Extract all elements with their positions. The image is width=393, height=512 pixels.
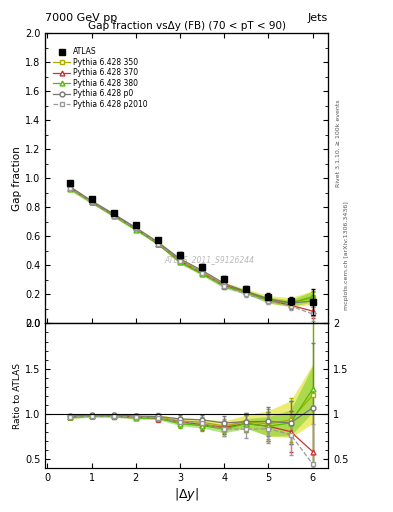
Text: ATLAS_2011_S9126244: ATLAS_2011_S9126244 xyxy=(164,255,254,264)
Text: mcplots.cern.ch [arXiv:1306.3436]: mcplots.cern.ch [arXiv:1306.3436] xyxy=(344,202,349,310)
Title: Gap fraction vsΔy (FB) (70 < pT < 90): Gap fraction vsΔy (FB) (70 < pT < 90) xyxy=(88,21,286,31)
X-axis label: $|\Delta y|$: $|\Delta y|$ xyxy=(174,486,199,503)
Y-axis label: Ratio to ATLAS: Ratio to ATLAS xyxy=(13,363,22,429)
Text: 7000 GeV pp: 7000 GeV pp xyxy=(45,13,118,23)
Legend: ATLAS, Pythia 6.428 350, Pythia 6.428 370, Pythia 6.428 380, Pythia 6.428 p0, Py: ATLAS, Pythia 6.428 350, Pythia 6.428 37… xyxy=(52,46,149,111)
Y-axis label: Gap fraction: Gap fraction xyxy=(12,146,22,211)
Text: Jets: Jets xyxy=(308,13,328,23)
Text: Rivet 3.1.10, ≥ 100k events: Rivet 3.1.10, ≥ 100k events xyxy=(336,99,341,187)
